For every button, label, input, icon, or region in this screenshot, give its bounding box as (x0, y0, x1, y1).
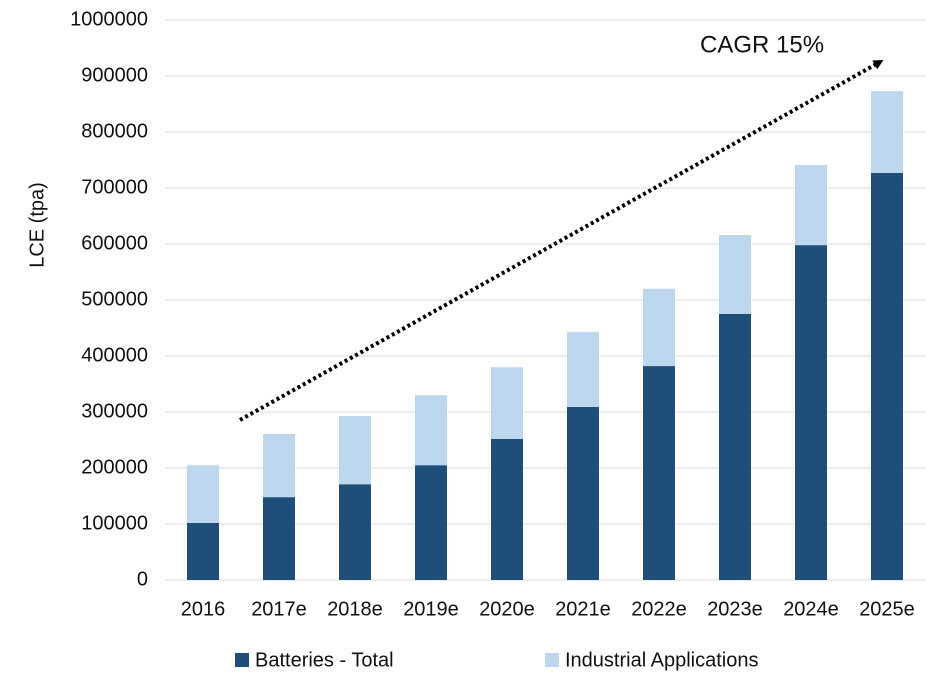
x-tick-label: 2020e (479, 598, 535, 620)
bar-segment (415, 395, 447, 466)
legend-label: Industrial Applications (565, 649, 758, 671)
annotation: CAGR 15% (700, 31, 824, 58)
y-tick-label: 400000 (81, 344, 148, 366)
y-tick-label: 800000 (81, 120, 148, 142)
x-tick-label: 2018e (327, 598, 383, 620)
plot-area: 0 100000 200000 300000 400000 500000 600000 700… (70, 8, 925, 671)
x-tick-label: 2024e (783, 598, 839, 620)
x-tick-label: 2019e (403, 598, 459, 620)
bar-segment (567, 331, 599, 407)
bar-segment (415, 465, 447, 580)
x-tick-label: 2016 (181, 598, 226, 620)
bar-segment (871, 91, 903, 173)
bar-segment (643, 366, 675, 580)
bar-segment (719, 314, 751, 580)
bar-segment (263, 497, 295, 580)
bar-segment (643, 288, 675, 367)
trend-arrow (239, 60, 884, 422)
x-tick-label: 2017e (251, 598, 307, 620)
y-tick-label: 100000 (81, 512, 148, 534)
legend-label: Batteries - Total (255, 649, 394, 671)
y-tick-label: 900000 (81, 64, 148, 86)
x-tick-label: 2021e (555, 598, 611, 620)
legend-swatch (235, 653, 249, 667)
bar-segment (187, 465, 219, 523)
bar-segment (187, 522, 219, 580)
y-axis-label: LCE (tpa) (26, 182, 48, 268)
y-tick-label: 0 (137, 568, 148, 590)
y-tick-label: 700000 (81, 176, 148, 198)
y-tick-label: 600000 (81, 232, 148, 254)
bar-segment (795, 245, 827, 580)
bar-segment (339, 484, 371, 580)
bar-segment (491, 367, 523, 439)
bar-segment (567, 406, 599, 580)
y-tick-label: 200000 (81, 456, 148, 478)
bar-segment (795, 165, 827, 246)
bar-segment (871, 172, 903, 580)
x-tick-label: 2023e (707, 598, 763, 620)
y-tick-label: 300000 (81, 400, 148, 422)
legend-swatch (545, 653, 559, 667)
x-tick-label: 2025e (859, 598, 915, 620)
bar-segment (263, 433, 295, 498)
x-tick-label: 2022e (631, 598, 687, 620)
y-tick-label: 500000 (81, 288, 148, 310)
y-tick-label: 1000000 (70, 8, 148, 30)
bar-segment (719, 235, 751, 314)
bar-segment (491, 438, 523, 580)
bar-segment (339, 415, 371, 485)
